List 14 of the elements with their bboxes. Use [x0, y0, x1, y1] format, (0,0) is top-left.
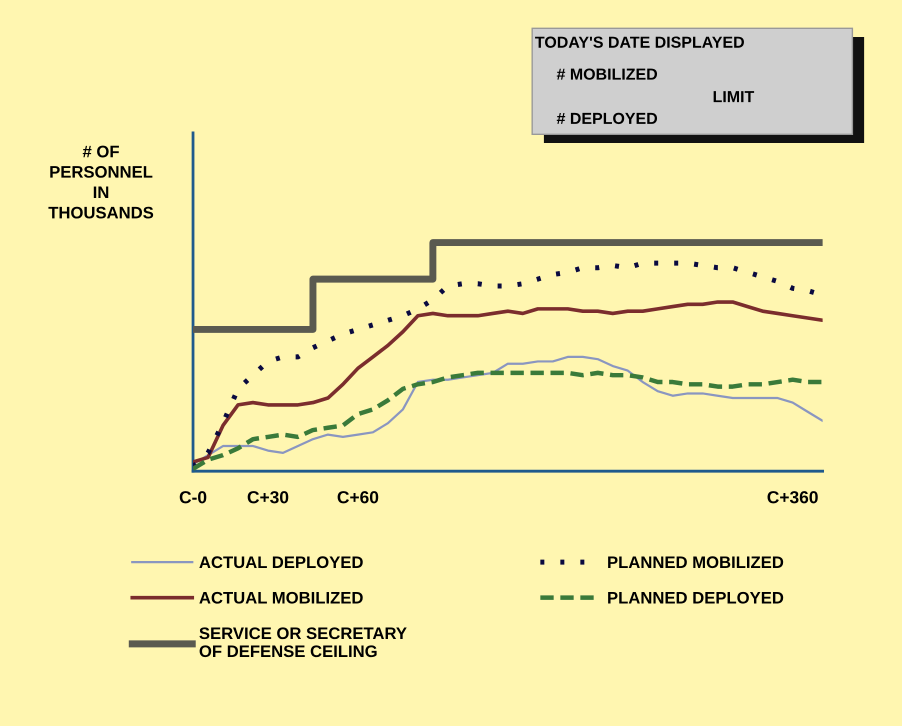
- legend-label: ACTUAL MOBILIZED: [199, 592, 363, 604]
- text: # MOBILIZED: [556, 68, 658, 80]
- legend-label: PLANNED DEPLOYED: [608, 592, 784, 604]
- y-axis-title: # OF PERSONNEL IN THOUSANDS: [48, 146, 154, 219]
- text: TODAY'S DATE DISPLAYED: [535, 36, 744, 48]
- legend-label: ACTUAL DEPLOYED: [199, 556, 363, 568]
- text: # DEPLOYED: [556, 112, 658, 124]
- x-tick-label: C+60: [338, 491, 378, 504]
- text: LIMIT: [714, 91, 754, 102]
- legend-label: PLANNED MOBILIZED: [608, 556, 784, 568]
- x-tick-label: C+30: [248, 491, 288, 504]
- legend-label: SERVICE OR SECRETARY OF DEFENSE CEILING: [199, 627, 407, 658]
- x-tick-label: C-0: [180, 491, 206, 504]
- x-tick-label: C+360: [768, 491, 818, 504]
